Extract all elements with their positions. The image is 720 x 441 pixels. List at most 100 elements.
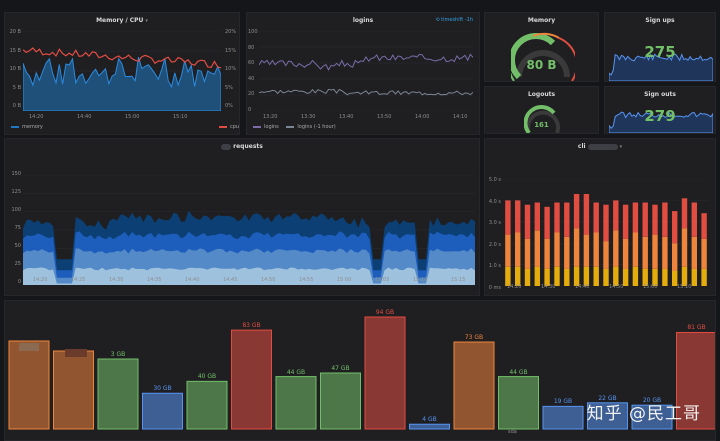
tick-label: 0 <box>17 279 21 285</box>
legend-cpu[interactable]: cpu <box>219 124 239 130</box>
tick-label: 100 <box>248 29 258 35</box>
disk-bar-label: 20 GB <box>642 397 662 405</box>
cli-bar-segment <box>662 236 668 269</box>
panel-title[interactable]: requests <box>5 143 479 150</box>
cli-bar-segment <box>622 238 629 269</box>
memory-gauge <box>511 32 575 81</box>
cli-title: cli <box>577 143 586 150</box>
cli-bar-segment <box>652 268 658 286</box>
blurred-label <box>65 349 87 357</box>
tick-label: 100 <box>11 207 21 213</box>
requests-title: requests <box>233 143 263 150</box>
tick-label: 150 <box>11 171 21 177</box>
tick-label: 0 ms <box>488 284 501 291</box>
cli-bar-segment <box>662 202 668 237</box>
signups-title: Sign ups <box>645 17 675 24</box>
cli-bar-segment <box>505 234 511 267</box>
tick-label: 15:05 <box>375 277 390 283</box>
tick-label: 15:10 <box>677 284 692 290</box>
disk-bar <box>364 316 406 430</box>
memory-cpu-panel[interactable]: Memory / CPU ▾ 20 B 15 B 10 B 5 B 0 B 20% 15% 1… <box>4 12 240 135</box>
panel-title[interactable]: Memory / CPU ▾ <box>5 17 239 24</box>
tick-label: 14:20 <box>507 284 522 290</box>
cli-bar-segment <box>701 268 707 286</box>
disk-bar-label: 83 GB <box>242 322 261 330</box>
tick-label: 2.0 s <box>488 241 501 248</box>
cli-bar-segment <box>534 266 540 286</box>
tick-label: 13:50 <box>377 114 392 120</box>
blurred-label <box>19 343 39 351</box>
signouts-title: Sign outs <box>644 91 676 98</box>
cli-bar-segment <box>593 232 599 267</box>
cli-bar-segment <box>672 243 678 271</box>
tick-label: 80 <box>248 44 255 51</box>
tick-label: 15:00 <box>337 277 352 283</box>
cli-bar-segment <box>554 266 560 286</box>
tick-label: 14:30 <box>109 277 124 283</box>
cli-bar-segment <box>564 202 570 237</box>
chevron-down-icon[interactable]: ▾ <box>145 18 148 24</box>
cli-bar-segment <box>672 211 678 244</box>
cli-bar-segment <box>505 200 511 235</box>
tick-label: 40 <box>248 75 255 82</box>
tick-label: 15:10 <box>173 114 188 120</box>
cli-bar-segment <box>613 266 619 286</box>
cli-bar-segment <box>593 202 599 233</box>
logins-panel[interactable]: logins ⟲ timeshift -1h 100 80 60 40 20 0 13:2… <box>246 12 480 135</box>
cli-bar-segment <box>564 268 570 286</box>
signouts-value: 279 <box>644 107 676 125</box>
logins-shift-series <box>259 88 473 96</box>
memory-gauge-panel[interactable]: Memory 80 B <box>484 12 599 82</box>
tick-label: 10 B <box>9 66 21 72</box>
cli-panel[interactable]: cli ▾ 5.0 s 4.0 s 3.0 s 2.0 s 1.0 s 0 ms 14:20… <box>484 138 716 296</box>
legend-logins[interactable]: logins <box>253 124 279 130</box>
legend-label: cpu <box>230 124 240 130</box>
logouts-value: 161 <box>534 121 549 129</box>
tick-label: 15:15 <box>451 277 466 283</box>
disk-bar <box>142 392 183 430</box>
legend: logins logins (-1 hour) <box>253 124 336 130</box>
tick-label: 15:00 <box>643 284 658 290</box>
tick-label: 14:45 <box>223 277 238 283</box>
cli-bar-segment <box>544 206 550 239</box>
tick-label: 14:10 <box>453 114 468 120</box>
panel-title[interactable]: cli ▾ <box>485 143 715 150</box>
cli-bar-segment <box>603 268 609 286</box>
tick-label: 15:10 <box>413 277 428 283</box>
cli-bar-segment <box>662 268 668 286</box>
cli-bar-segment <box>524 268 531 286</box>
disk-bar <box>186 380 228 430</box>
cli-bar-segment <box>573 194 580 229</box>
cli-bar-segment <box>544 238 550 269</box>
signups-panel[interactable]: Sign ups 275 <box>604 12 716 82</box>
chevron-down-icon[interactable]: ▾ <box>619 144 623 150</box>
cli-bar-segment <box>603 204 609 242</box>
cli-bar-segment <box>652 204 658 235</box>
requests-panel[interactable]: requests 150 125 100 75 50 25 0 14:20 14:25 14:3… <box>4 138 480 296</box>
cli-bar-segment <box>622 268 629 286</box>
tick-label: 1.0 s <box>488 263 501 269</box>
cli-bar-segment <box>554 202 560 233</box>
cli-bar-segment <box>622 204 629 239</box>
disk-bar-label: 94 GB <box>375 309 395 316</box>
cpu-series <box>23 47 221 69</box>
cli-bar-segment <box>583 266 590 286</box>
disk-bar-label: 73 GB <box>464 334 484 342</box>
cli-bar-segment <box>691 202 697 237</box>
cli-bar-segment <box>524 204 531 239</box>
disk-usage-panel[interactable]: 3 GB 30 GB 40 GB 83 GB 44 GB 47 GB 94 GB 4 GB 73… <box>4 300 716 441</box>
logouts-panel[interactable]: Logouts 161 <box>484 86 599 134</box>
disk-bar <box>409 423 450 430</box>
signouts-panel[interactable]: Sign outs 279 <box>604 86 716 134</box>
legend-swatch <box>253 125 261 128</box>
tick-label: 15:00 <box>125 114 140 120</box>
requests-graph <box>23 175 475 285</box>
legend-memory[interactable]: memory <box>11 124 43 130</box>
logouts-gauge <box>524 105 560 133</box>
legend-logins-shift[interactable]: logins (-1 hour) <box>286 124 336 130</box>
tick-label: 14:35 <box>147 277 162 283</box>
sparkline-series <box>609 53 713 81</box>
disk-bar <box>231 329 272 430</box>
legend: memory <box>11 124 43 130</box>
gauge-threshold-red <box>558 37 575 81</box>
